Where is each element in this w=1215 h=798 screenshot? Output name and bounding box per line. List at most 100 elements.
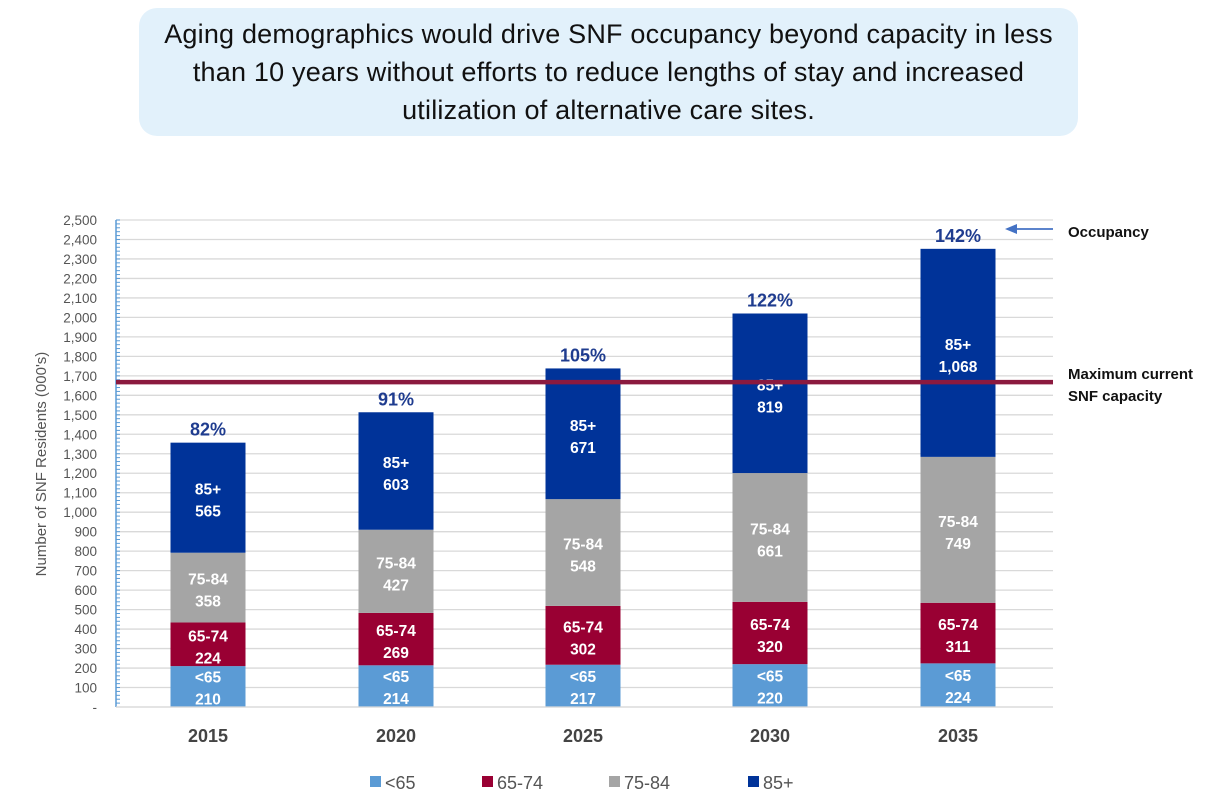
- segment-value-label: 214: [383, 691, 409, 708]
- legend-label: 65-74: [497, 773, 543, 793]
- legend-swatch: [482, 776, 493, 787]
- bar-segment-65-74: [170, 622, 246, 667]
- segment-series-label: 85+: [945, 337, 971, 354]
- occupancy-percent-label: 122%: [747, 291, 793, 311]
- bar-stack-2020: <65 214 65-74 269 75-84 427 85+ 603 91%: [358, 389, 434, 708]
- legend-item-75-84: 75-84: [609, 773, 670, 793]
- segment-series-label: 75-84: [750, 521, 790, 538]
- y-tick-label: 1,400: [63, 427, 97, 442]
- bar-segment-65-74: [358, 612, 434, 666]
- segment-series-label: 65-74: [188, 628, 228, 645]
- bar-segment-<65: [170, 666, 246, 707]
- occupancy-percent-label: 82%: [190, 420, 226, 440]
- occupancy-percent-label: 91%: [378, 389, 414, 409]
- legend-swatch: [748, 776, 759, 787]
- bar-segment-<65: [545, 664, 621, 707]
- segment-value-label: 358: [195, 594, 221, 611]
- segment-series-label: 85+: [195, 482, 221, 499]
- y-tick-label: 1,700: [63, 369, 97, 384]
- bar-segment-65-74: [920, 602, 996, 664]
- y-tick-label: 2,300: [63, 252, 97, 267]
- y-tick-label: 2,400: [63, 232, 97, 247]
- y-tick-label: 800: [74, 544, 97, 559]
- y-tick-label: 1,200: [63, 466, 97, 481]
- segment-value-label: 311: [945, 639, 970, 656]
- legend-item-65-74: 65-74: [482, 773, 543, 793]
- y-tick-label: 900: [74, 525, 97, 540]
- segment-value-label: 220: [757, 691, 783, 708]
- y-tick-label: 1,500: [63, 408, 97, 423]
- x-tick-label: 2030: [750, 726, 790, 746]
- segment-value-label: 210: [195, 692, 221, 709]
- segment-series-label: <65: [383, 669, 410, 686]
- legend-swatch: [370, 776, 381, 787]
- legend-label: 85+: [763, 773, 794, 793]
- x-tick-label: 2015: [188, 726, 228, 746]
- segment-series-label: 85+: [383, 455, 409, 472]
- y-tick-label: 1,800: [63, 349, 97, 364]
- segment-series-label: 75-84: [563, 537, 603, 554]
- segment-value-label: 661: [757, 543, 783, 560]
- segment-series-label: 85+: [570, 418, 596, 435]
- legend: <65 65-74 75-84 85+: [370, 773, 794, 793]
- y-tick-label: 1,300: [63, 447, 97, 462]
- segment-series-label: <65: [570, 669, 597, 686]
- segment-value-label: 671: [570, 440, 596, 457]
- y-axis-label: Number of SNF Residents (000's): [33, 352, 50, 577]
- bar-segment-65-74: [545, 605, 621, 665]
- bar-segment-65-74: [732, 601, 808, 665]
- segment-value-label: 217: [570, 691, 596, 708]
- legend-label: 75-84: [624, 773, 670, 793]
- bar-segment-85+: [920, 248, 996, 457]
- y-tick-label: 100: [74, 681, 97, 696]
- occupancy-percent-label: 105%: [560, 345, 606, 365]
- segment-value-label: 427: [383, 577, 409, 594]
- bar-stack-2035: <65 224 65-74 311 75-84 749 85+ 1,068 142%: [920, 226, 996, 707]
- x-tick-label: 2025: [563, 726, 603, 746]
- annotations: Occupancy Maximum current SNF capacity: [1005, 224, 1193, 405]
- segment-value-label: 302: [570, 641, 596, 658]
- y-tick-label: 400: [74, 622, 97, 637]
- bar-segment-85+: [358, 412, 434, 530]
- bar-segment-75-84: [170, 552, 246, 623]
- y-tick-label: 2,100: [63, 291, 97, 306]
- segment-series-label: 65-74: [750, 617, 790, 634]
- bar-segment-85+: [545, 368, 621, 500]
- bar-segment-75-84: [358, 529, 434, 613]
- y-tick-label: 700: [74, 564, 97, 579]
- segment-value-label: 819: [757, 399, 783, 416]
- legend-label: <65: [385, 773, 416, 793]
- headline-callout: Aging demographics would drive SNF occup…: [139, 8, 1078, 136]
- segment-series-label: 75-84: [938, 514, 978, 531]
- bar-segment-85+: [732, 313, 808, 474]
- y-tick-label: 1,000: [63, 505, 97, 520]
- bars: <65 210 65-74 224 75-84 358 85+ 565 82% <65 214 65-…: [170, 226, 996, 709]
- y-tick-label: -: [93, 700, 98, 715]
- x-tick-label: 2020: [376, 726, 416, 746]
- y-tick-label: 200: [74, 661, 97, 676]
- occupancy-percent-label: 142%: [935, 226, 981, 246]
- segment-series-label: 75-84: [376, 555, 416, 572]
- legend-swatch: [609, 776, 620, 787]
- segment-series-label: 65-74: [938, 617, 978, 634]
- segment-value-label: 320: [757, 639, 783, 656]
- legend-item-85+: 85+: [748, 773, 794, 793]
- bar-segment-75-84: [732, 473, 808, 602]
- y-tick-label: 2,000: [63, 310, 97, 325]
- segment-value-label: 603: [383, 477, 409, 494]
- segment-value-label: 548: [570, 559, 596, 576]
- x-axis: 2015 2020 2025 2030 2035: [116, 706, 1053, 746]
- segment-value-label: 224: [195, 650, 221, 667]
- bar-segment-<65: [920, 663, 996, 707]
- segment-value-label: 749: [945, 536, 971, 553]
- segment-series-label: <65: [757, 669, 784, 686]
- y-tick-label: 1,600: [63, 388, 97, 403]
- capacity-annotation-line1: Maximum current: [1068, 366, 1193, 383]
- segment-series-label: 65-74: [376, 623, 416, 640]
- y-axis: - 100 200 300 400 500 600 700 800 900 1,000 1,100 1,…: [63, 213, 120, 715]
- bar-segment-<65: [732, 664, 808, 707]
- bar-stack-2025: <65 217 65-74 302 75-84 548 85+ 671 105%: [545, 345, 621, 708]
- segment-series-label: <65: [195, 670, 222, 687]
- arrow-head-icon: [1005, 224, 1017, 234]
